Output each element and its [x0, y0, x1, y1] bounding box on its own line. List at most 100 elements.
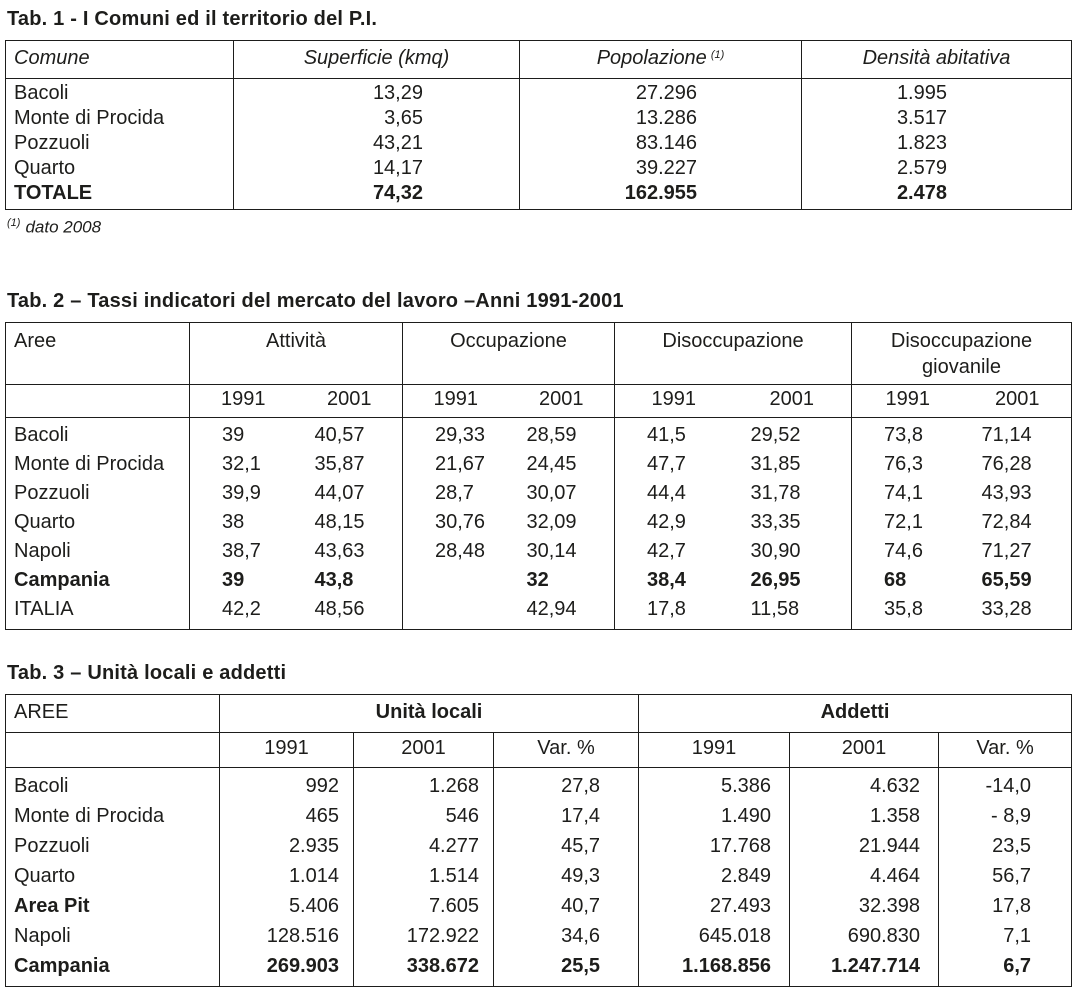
- year-header: 1991: [851, 384, 964, 418]
- table2-year-header-row: 1991 2001 1991 2001 1991 2001 1991 2001: [5, 384, 1072, 418]
- popolazione-cell: 27.296: [519, 78, 802, 106]
- group-header-occupazione: Occupazione: [402, 322, 615, 385]
- area-cell: Quarto: [14, 864, 76, 887]
- value-cell: 11,58: [750, 597, 800, 620]
- value-cell: 31,78: [750, 481, 801, 504]
- value-cell: 71,27: [981, 539, 1032, 562]
- value-cell: -14,0: [938, 767, 1072, 801]
- table-row: Bacoli 39 40,57 29,33 28,59 41,5 29,52 73,8 71,1…: [6, 417, 1072, 450]
- value-cell: 74,1: [851, 478, 964, 508]
- table1-header-row: Comune Superficie (kmq) Popolazione (1) D…: [5, 40, 1072, 79]
- sub-header: 1991: [638, 732, 790, 768]
- value-cell: 32.398: [789, 890, 939, 921]
- value-cell: 4.464: [789, 860, 939, 891]
- value-cell: 17,8: [938, 890, 1072, 921]
- value-cell: 21.944: [789, 830, 939, 861]
- table-row: Quarto 14,17 39.227 2.579: [6, 156, 1072, 181]
- value-cell: 29,33: [402, 417, 509, 450]
- value-cell: 74,6: [851, 536, 964, 566]
- value-cell: [402, 594, 509, 630]
- value-cell: 32: [526, 568, 549, 591]
- value-cell: 27,8: [492, 767, 639, 801]
- value-cell: 17.768: [638, 830, 790, 861]
- value-cell: 32,1: [189, 449, 297, 479]
- table-row: Area Pit 5.406 7.605 40,7 27.493 32.398 17,8: [6, 890, 1072, 921]
- area-cell: Monte di Procida: [14, 804, 165, 827]
- value-cell: 35,8: [851, 594, 964, 630]
- table-row: Quarto 1.014 1.514 49,3 2.849 4.464 56,7: [6, 860, 1072, 891]
- value-cell: 40,57: [314, 423, 365, 446]
- area-cell: Campania: [14, 954, 110, 977]
- table-row: ITALIA 42,2 48,56 42,94 17,8 11,58 35,8 33,28: [6, 594, 1072, 630]
- value-cell: 465: [219, 800, 354, 831]
- table-row: Campania 269.903 338.672 25,5 1.168.856 1.247…: [6, 950, 1072, 987]
- value-cell: 30,14: [526, 539, 577, 562]
- superficie-cell: 13,29: [233, 78, 520, 106]
- table-row: Campania 39 43,8 32 38,4 26,95 68 65,59: [6, 565, 1072, 595]
- table3-group-header-row: AREE Unità locali Addetti: [5, 694, 1072, 733]
- comune-cell: Quarto: [14, 157, 76, 179]
- value-cell: 35,87: [314, 452, 365, 475]
- value-cell: 32,09: [526, 510, 577, 533]
- value-cell: 39,9: [189, 478, 297, 508]
- value-cell: 43,8: [314, 568, 354, 591]
- table-row: Bacoli 13,29 27.296 1.995: [6, 78, 1072, 106]
- value-cell: 39: [189, 417, 297, 450]
- value-cell: 4.632: [789, 767, 939, 801]
- table3-body: Bacoli 992 1.268 27,8 5.386 4.632 -14,0 Monte d…: [6, 767, 1072, 987]
- table-row: Napoli 128.516 172.922 34,6 645.018 690.830 7,…: [6, 920, 1072, 951]
- value-cell: 1.168.856: [638, 950, 790, 987]
- sub-header: 1991: [219, 732, 354, 768]
- value-cell: 45,7: [492, 830, 639, 861]
- value-cell: 31,85: [750, 452, 801, 475]
- value-cell: 49,3: [492, 860, 639, 891]
- value-cell: 76,3: [851, 449, 964, 479]
- table-row: Pozzuoli 39,9 44,07 28,7 30,07 44,4 31,78 74,1 4…: [6, 478, 1072, 508]
- value-cell: - 8,9: [938, 800, 1072, 831]
- table3-sub-header-row: 1991 2001 Var. % 1991 2001 Var. %: [5, 732, 1072, 768]
- value-cell: 338.672: [353, 950, 494, 987]
- value-cell: 44,4: [614, 478, 733, 508]
- area-cell: Monte di Procida: [14, 452, 165, 475]
- value-cell: 42,2: [189, 594, 297, 630]
- empty-cell: [5, 384, 190, 418]
- column-header-densita: Densità abitativa: [801, 40, 1072, 79]
- table-row: TOTALE 74,32 162.955 2.478: [6, 181, 1072, 210]
- value-cell: 72,84: [981, 510, 1032, 533]
- value-cell: 546: [353, 800, 494, 831]
- group-header-disoccupazione-giovanile: Disoccupazione giovanile: [851, 322, 1072, 385]
- year-header: 1991: [614, 384, 733, 418]
- table3-title: Tab. 3 – Unità locali e addetti: [7, 661, 287, 684]
- value-cell: 17,4: [492, 800, 639, 831]
- value-cell: 34,6: [492, 920, 639, 951]
- table-row: Pozzuoli 2.935 4.277 45,7 17.768 21.944 23,5: [6, 830, 1072, 861]
- sub-header: 2001: [353, 732, 494, 768]
- column-header-aree: AREE: [5, 694, 220, 733]
- superficie-cell: 74,32: [233, 181, 520, 210]
- value-cell: 7.605: [353, 890, 494, 921]
- area-cell: Bacoli: [14, 423, 69, 446]
- group-header-attivita: Attività: [189, 322, 403, 385]
- value-cell: 25,5: [492, 950, 639, 987]
- value-cell: 1.014: [219, 860, 354, 891]
- footnote-marker: (1): [7, 217, 21, 229]
- column-header-popolazione: Popolazione (1): [519, 40, 802, 79]
- table2-group-header-row: Aree Attività Occupazione Disoccupazione…: [5, 322, 1072, 385]
- value-cell: 1.268: [353, 767, 494, 801]
- column-header-comune: Comune: [5, 40, 234, 79]
- value-cell: 42,94: [526, 597, 577, 620]
- value-cell: 43,63: [314, 539, 365, 562]
- column-header-aree: Aree: [5, 322, 190, 385]
- sub-header: 2001: [789, 732, 939, 768]
- value-cell: 992: [219, 767, 354, 801]
- value-cell: 26,95: [750, 568, 801, 591]
- value-cell: 28,59: [526, 423, 577, 446]
- value-cell: 33,28: [981, 597, 1032, 620]
- area-cell: Pozzuoli: [14, 481, 90, 504]
- comune-cell: Pozzuoli: [14, 132, 90, 154]
- value-cell: 73,8: [851, 417, 964, 450]
- value-cell: 27.493: [638, 890, 790, 921]
- superficie-cell: 43,21: [233, 131, 520, 156]
- comune-cell: Monte di Procida: [14, 107, 165, 129]
- densita-cell: 3.517: [801, 106, 1072, 131]
